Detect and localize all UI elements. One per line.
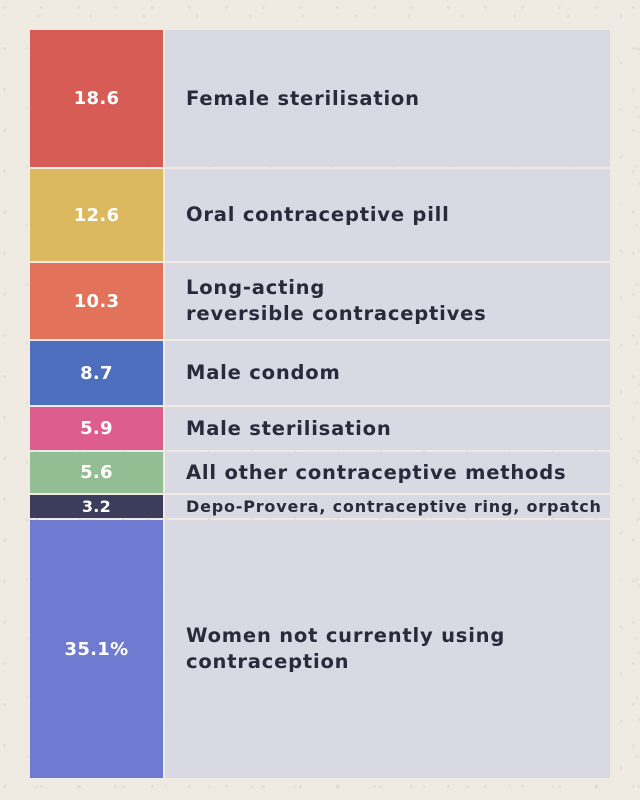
data-label: 18.6 bbox=[73, 88, 120, 109]
bar-segment: 5.6 bbox=[30, 452, 163, 493]
category-panel: Oral contraceptive pill bbox=[165, 169, 610, 261]
data-label: 5.6 bbox=[80, 462, 113, 483]
category-panel: Female sterilisation bbox=[165, 30, 610, 167]
bar-row: 18.6 Female sterilisation bbox=[30, 30, 610, 167]
bar-row: 8.7 Male condom bbox=[30, 341, 610, 405]
bar-segment: 3.2 bbox=[30, 495, 163, 518]
data-label: 3.2 bbox=[81, 497, 112, 516]
bar-segment: 35.1% bbox=[30, 520, 163, 778]
category-panel: Long-acting reversible contraceptives bbox=[165, 263, 610, 339]
bar-segment: 5.9 bbox=[30, 407, 163, 450]
bar-segment: 18.6 bbox=[30, 30, 163, 167]
category-label: All other contraceptive methods bbox=[186, 460, 567, 484]
data-label: 10.3 bbox=[73, 290, 120, 312]
category-label: Oral contraceptive pill bbox=[186, 203, 450, 227]
data-label: 35.1% bbox=[64, 638, 129, 660]
data-label: 8.7 bbox=[80, 362, 113, 384]
category-label: Male condom bbox=[186, 361, 341, 385]
bar-segment: 10.3 bbox=[30, 263, 163, 339]
bar-segment: 12.6 bbox=[30, 169, 163, 261]
category-label: Long-acting reversible contraceptives bbox=[186, 276, 487, 325]
category-panel: Depo-Provera, contraceptive ring, orpatc… bbox=[165, 495, 610, 518]
category-panel: Women not currently using contraception bbox=[165, 520, 610, 778]
category-label: Female sterilisation bbox=[186, 86, 420, 110]
category-panel: Male sterilisation bbox=[165, 407, 610, 450]
bar-row: 3.2 Depo-Provera, contraceptive ring, orp… bbox=[30, 495, 610, 518]
category-label: Depo-Provera, contraceptive ring, orpatc… bbox=[186, 496, 602, 516]
stacked-bar-chart: 18.6 Female sterilisation 12.6 Oral contrac… bbox=[30, 30, 610, 778]
bar-row: 35.1% Women not currently using contracep… bbox=[30, 520, 610, 778]
data-label: 5.9 bbox=[80, 418, 113, 439]
bar-row: 12.6 Oral contraceptive pill bbox=[30, 169, 610, 261]
bar-row: 10.3 Long-acting reversible contraceptive… bbox=[30, 263, 610, 339]
data-label: 12.6 bbox=[73, 204, 120, 226]
bar-row: 5.9 Male sterilisation bbox=[30, 407, 610, 450]
bar-segment: 8.7 bbox=[30, 341, 163, 405]
bar-row: 5.6 All other contraceptive methods bbox=[30, 452, 610, 493]
category-panel: Male condom bbox=[165, 341, 610, 405]
category-label: Male sterilisation bbox=[186, 416, 392, 440]
category-label: Women not currently using contraception bbox=[186, 624, 506, 673]
category-panel: All other contraceptive methods bbox=[165, 452, 610, 493]
